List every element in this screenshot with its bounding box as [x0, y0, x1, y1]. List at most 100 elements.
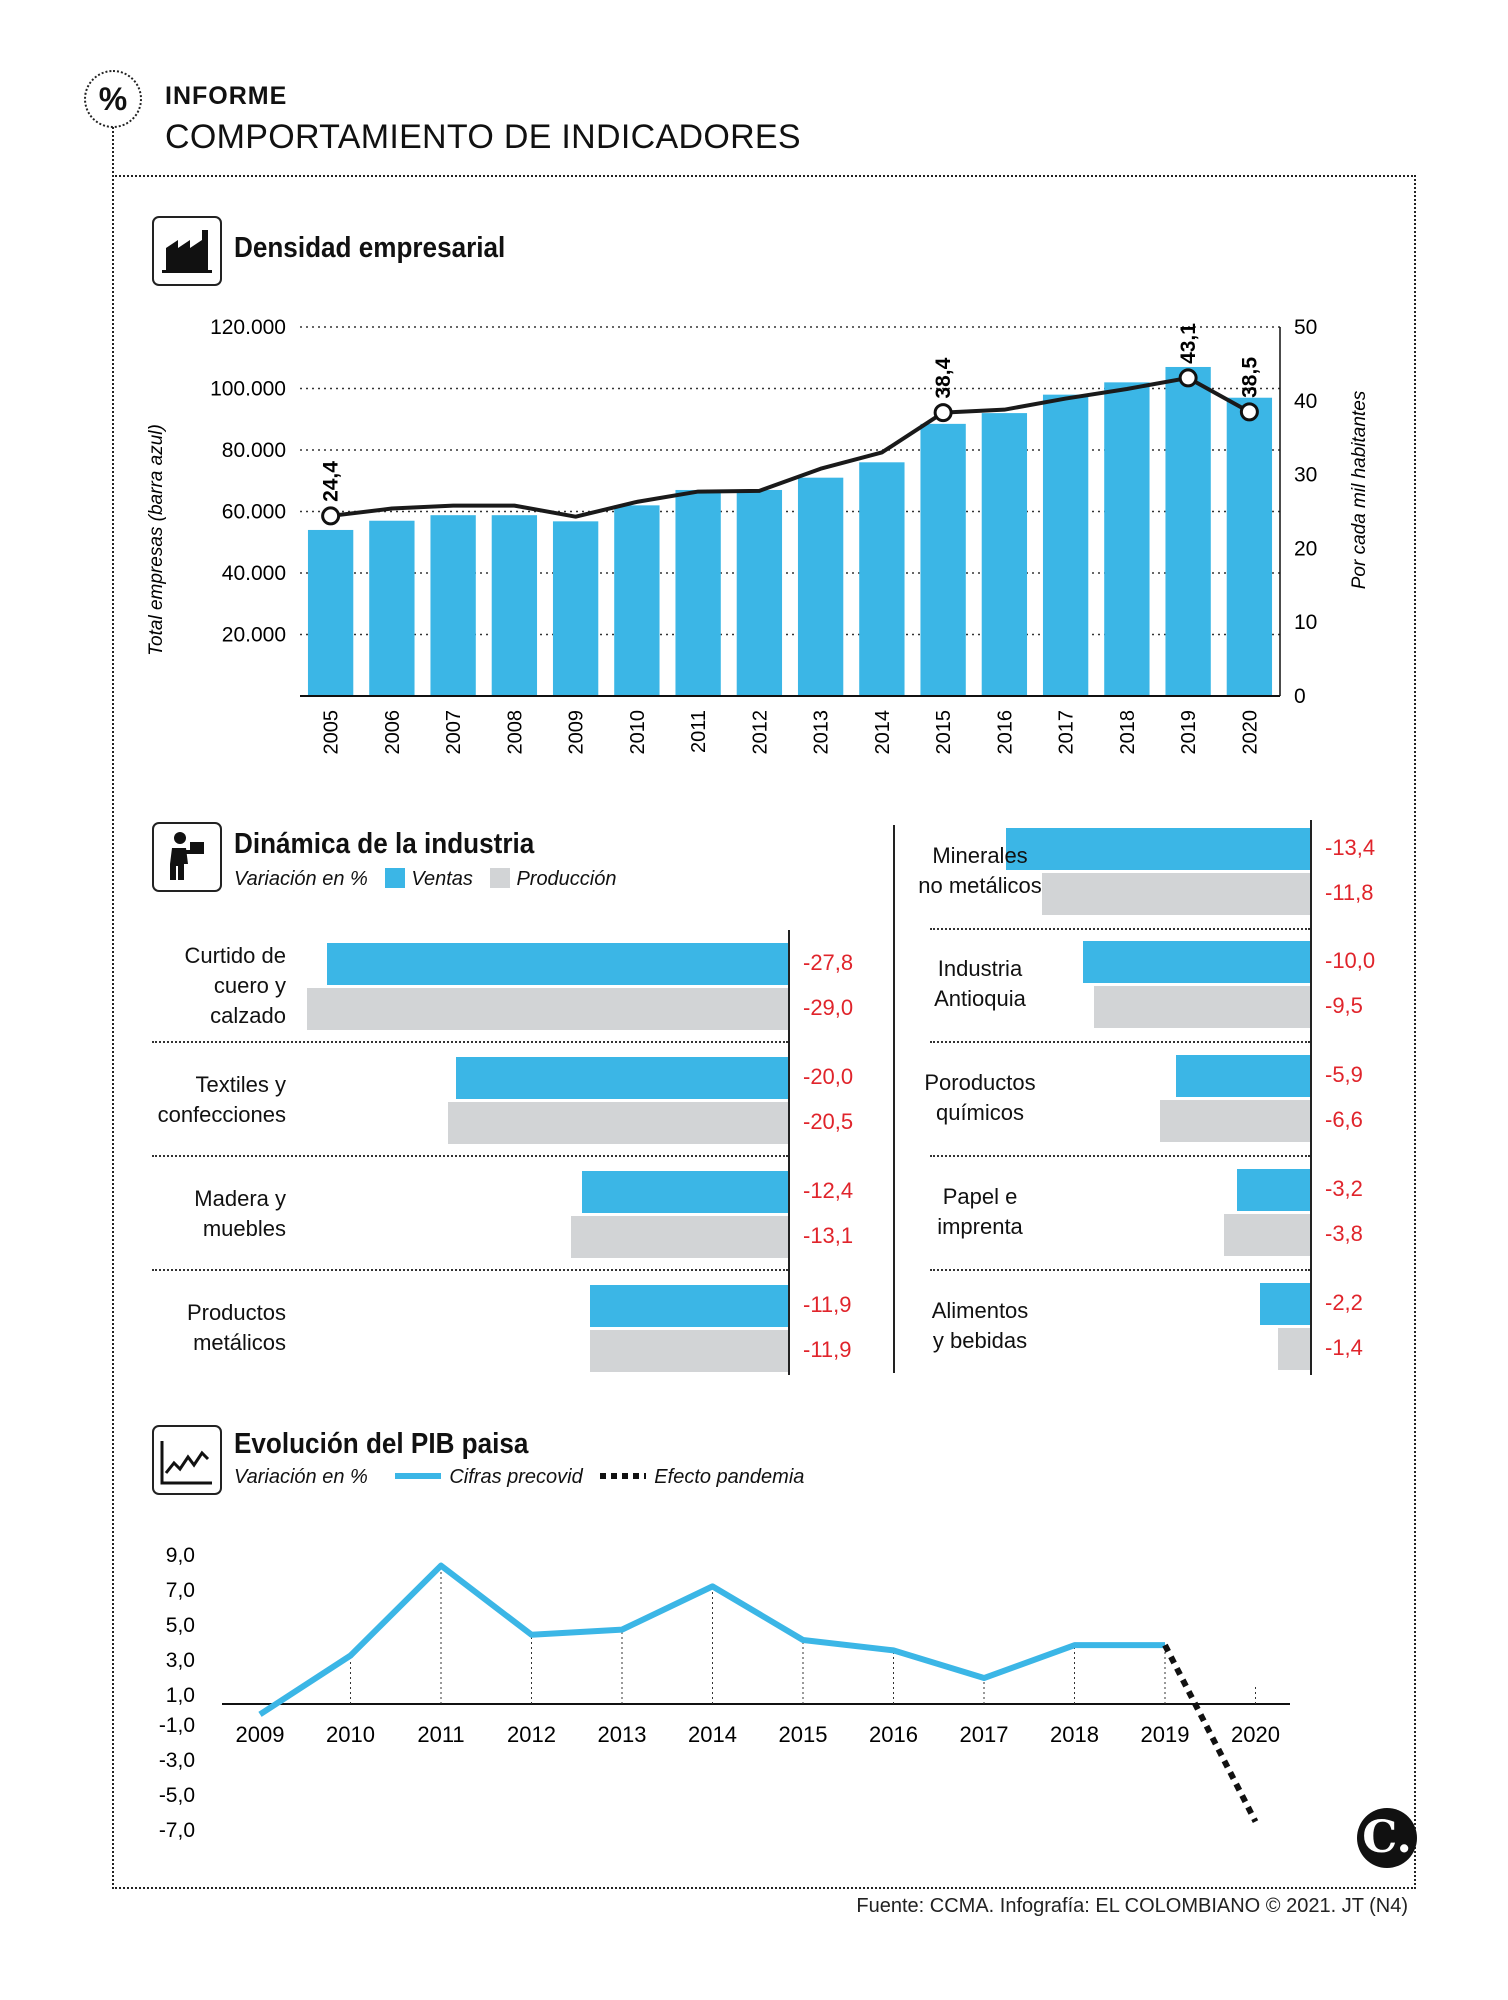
value-ventas: -12,4 — [803, 1178, 854, 1203]
row-divider — [152, 1041, 788, 1043]
percent-badge-icon: % — [84, 70, 142, 128]
legend-ventas: Ventas — [411, 868, 473, 890]
density-x-tick: 2015 — [933, 710, 955, 755]
row-divider — [930, 1269, 1310, 1271]
category-label-line: Minerales — [932, 843, 1028, 868]
pib-legend: Variación en % Cifras precovid Efecto pa… — [234, 1466, 804, 1489]
legend-swatch-ventas — [385, 868, 406, 888]
pib-x-tick: 2020 — [1231, 1722, 1280, 1747]
bar-ventas — [1176, 1055, 1310, 1097]
pib-y-tick: -1,0 — [159, 1714, 195, 1737]
legend-line-pandemia — [600, 1473, 647, 1479]
bar-produccion — [1223, 1214, 1310, 1256]
el-colombiano-logo: C. — [1357, 1808, 1417, 1868]
density-x-tick: 2019 — [1178, 710, 1200, 755]
value-produccion: -20,5 — [803, 1109, 854, 1134]
bar-ventas — [1260, 1283, 1310, 1325]
category-label-line: Papel e — [942, 1184, 1018, 1209]
density-x-tick: 2005 — [321, 710, 343, 755]
density-right-tick: 20 — [1294, 537, 1317, 560]
bar-ventas — [1083, 941, 1310, 983]
panel-separator — [893, 825, 895, 1373]
pib-y-tick: 3,0 — [166, 1649, 195, 1672]
industry-chart: -27,8 -29,0 Curtido de cuero y calzado -20,0 -… — [130, 820, 1375, 1375]
category-label-line: Alimentos — [931, 1298, 1029, 1323]
density-point-marker — [321, 506, 341, 526]
right-panel-axis — [1310, 820, 1312, 1375]
category-label-line: químicos — [935, 1100, 1025, 1125]
category-label-line: Curtido de — [184, 943, 286, 968]
value-produccion: -29,0 — [803, 995, 854, 1020]
density-data-label: 43,1 — [1177, 323, 1200, 364]
bar-ventas — [1005, 828, 1310, 870]
bar-produccion — [306, 988, 788, 1030]
category-label: Productos metálicos — [130, 1298, 286, 1358]
density-x-tick: 2011 — [688, 710, 710, 753]
density-right-tick: 10 — [1294, 611, 1317, 634]
category-label-line: confecciones — [157, 1102, 286, 1127]
pib-y-tick: -3,0 — [159, 1749, 195, 1772]
category-label-line: y bebidas — [932, 1328, 1028, 1353]
pib-x-tick: 2014 — [688, 1722, 737, 1747]
density-left-axis-label: Total empresas (barra azul) — [146, 424, 167, 656]
frame-left-border — [112, 127, 114, 1885]
category-label-line: calzado — [210, 1003, 286, 1028]
density-x-tick: 2014 — [872, 710, 894, 755]
density-bar — [920, 423, 966, 696]
value-ventas: -27,8 — [803, 950, 854, 975]
bar-produccion — [1042, 873, 1310, 915]
industry-subtitle: Variación en % — [234, 868, 368, 890]
density-bar — [675, 489, 721, 696]
density-right-tick: 30 — [1294, 464, 1317, 487]
pib-x-tick: 2010 — [326, 1722, 375, 1747]
bar-ventas — [326, 943, 788, 985]
row-divider — [930, 1155, 1310, 1157]
bar-produccion — [1278, 1328, 1310, 1370]
pib-y-tick: 7,0 — [166, 1579, 195, 1602]
density-chart: 20.000 40.000 60.000 80.000 100.000 120.000 0 1… — [146, 316, 1370, 755]
bar-ventas — [590, 1285, 788, 1327]
pib-x-tick: 2018 — [1050, 1722, 1099, 1747]
value-ventas: -2,2 — [1325, 1290, 1363, 1315]
category-label-line: imprenta — [937, 1214, 1023, 1239]
density-x-tick: 2016 — [994, 710, 1016, 755]
density-bar — [552, 521, 599, 696]
density-x-tick: 2020 — [1239, 710, 1261, 755]
value-produccion: -3,8 — [1325, 1221, 1363, 1246]
header-title: COMPORTAMIENTO DE INDICADORES — [165, 118, 801, 156]
row-divider — [930, 928, 1310, 930]
pib-x-tick: 2016 — [869, 1722, 918, 1747]
pib-x-tick: 2009 — [236, 1722, 285, 1747]
bar-ventas — [456, 1057, 788, 1099]
value-produccion: -9,5 — [1325, 993, 1363, 1018]
category-label-line: muebles — [202, 1216, 286, 1241]
density-x-tick: 2018 — [1117, 710, 1139, 755]
bar-produccion — [570, 1216, 788, 1258]
density-bar — [369, 520, 415, 696]
value-produccion: -11,8 — [1325, 880, 1374, 905]
density-data-label: 24,4 — [320, 461, 343, 502]
category-label: Alimentos y bebidas — [905, 1296, 1055, 1356]
pib-x-tick: 2017 — [960, 1722, 1009, 1747]
density-right-tick: 50 — [1294, 316, 1317, 339]
bar-produccion — [1094, 986, 1310, 1028]
category-label: Papel e imprenta — [905, 1182, 1055, 1242]
header-kicker: INFORME — [165, 82, 288, 110]
pib-x-tick: 2013 — [598, 1722, 647, 1747]
industry-title: Dinámica de la industria — [234, 828, 535, 860]
bar-produccion — [1160, 1100, 1310, 1142]
pib-title: Evolución del PIB paisa — [234, 1428, 529, 1460]
density-data-label: 38,4 — [932, 357, 955, 398]
category-label-line: Madera y — [194, 1186, 286, 1211]
worker-icon — [152, 822, 222, 892]
density-left-tick: 40.000 — [222, 562, 286, 585]
value-produccion: -13,1 — [803, 1223, 854, 1248]
density-left-tick: 60.000 — [222, 501, 286, 524]
frame-border — [112, 175, 1416, 1889]
density-left-tick: 80.000 — [222, 439, 286, 462]
density-point-marker — [1239, 402, 1259, 422]
density-x-tick: 2007 — [443, 710, 465, 755]
density-point-marker — [1178, 368, 1198, 388]
density-bar — [1042, 394, 1089, 696]
category-label: Poroductos químicos — [905, 1068, 1055, 1128]
